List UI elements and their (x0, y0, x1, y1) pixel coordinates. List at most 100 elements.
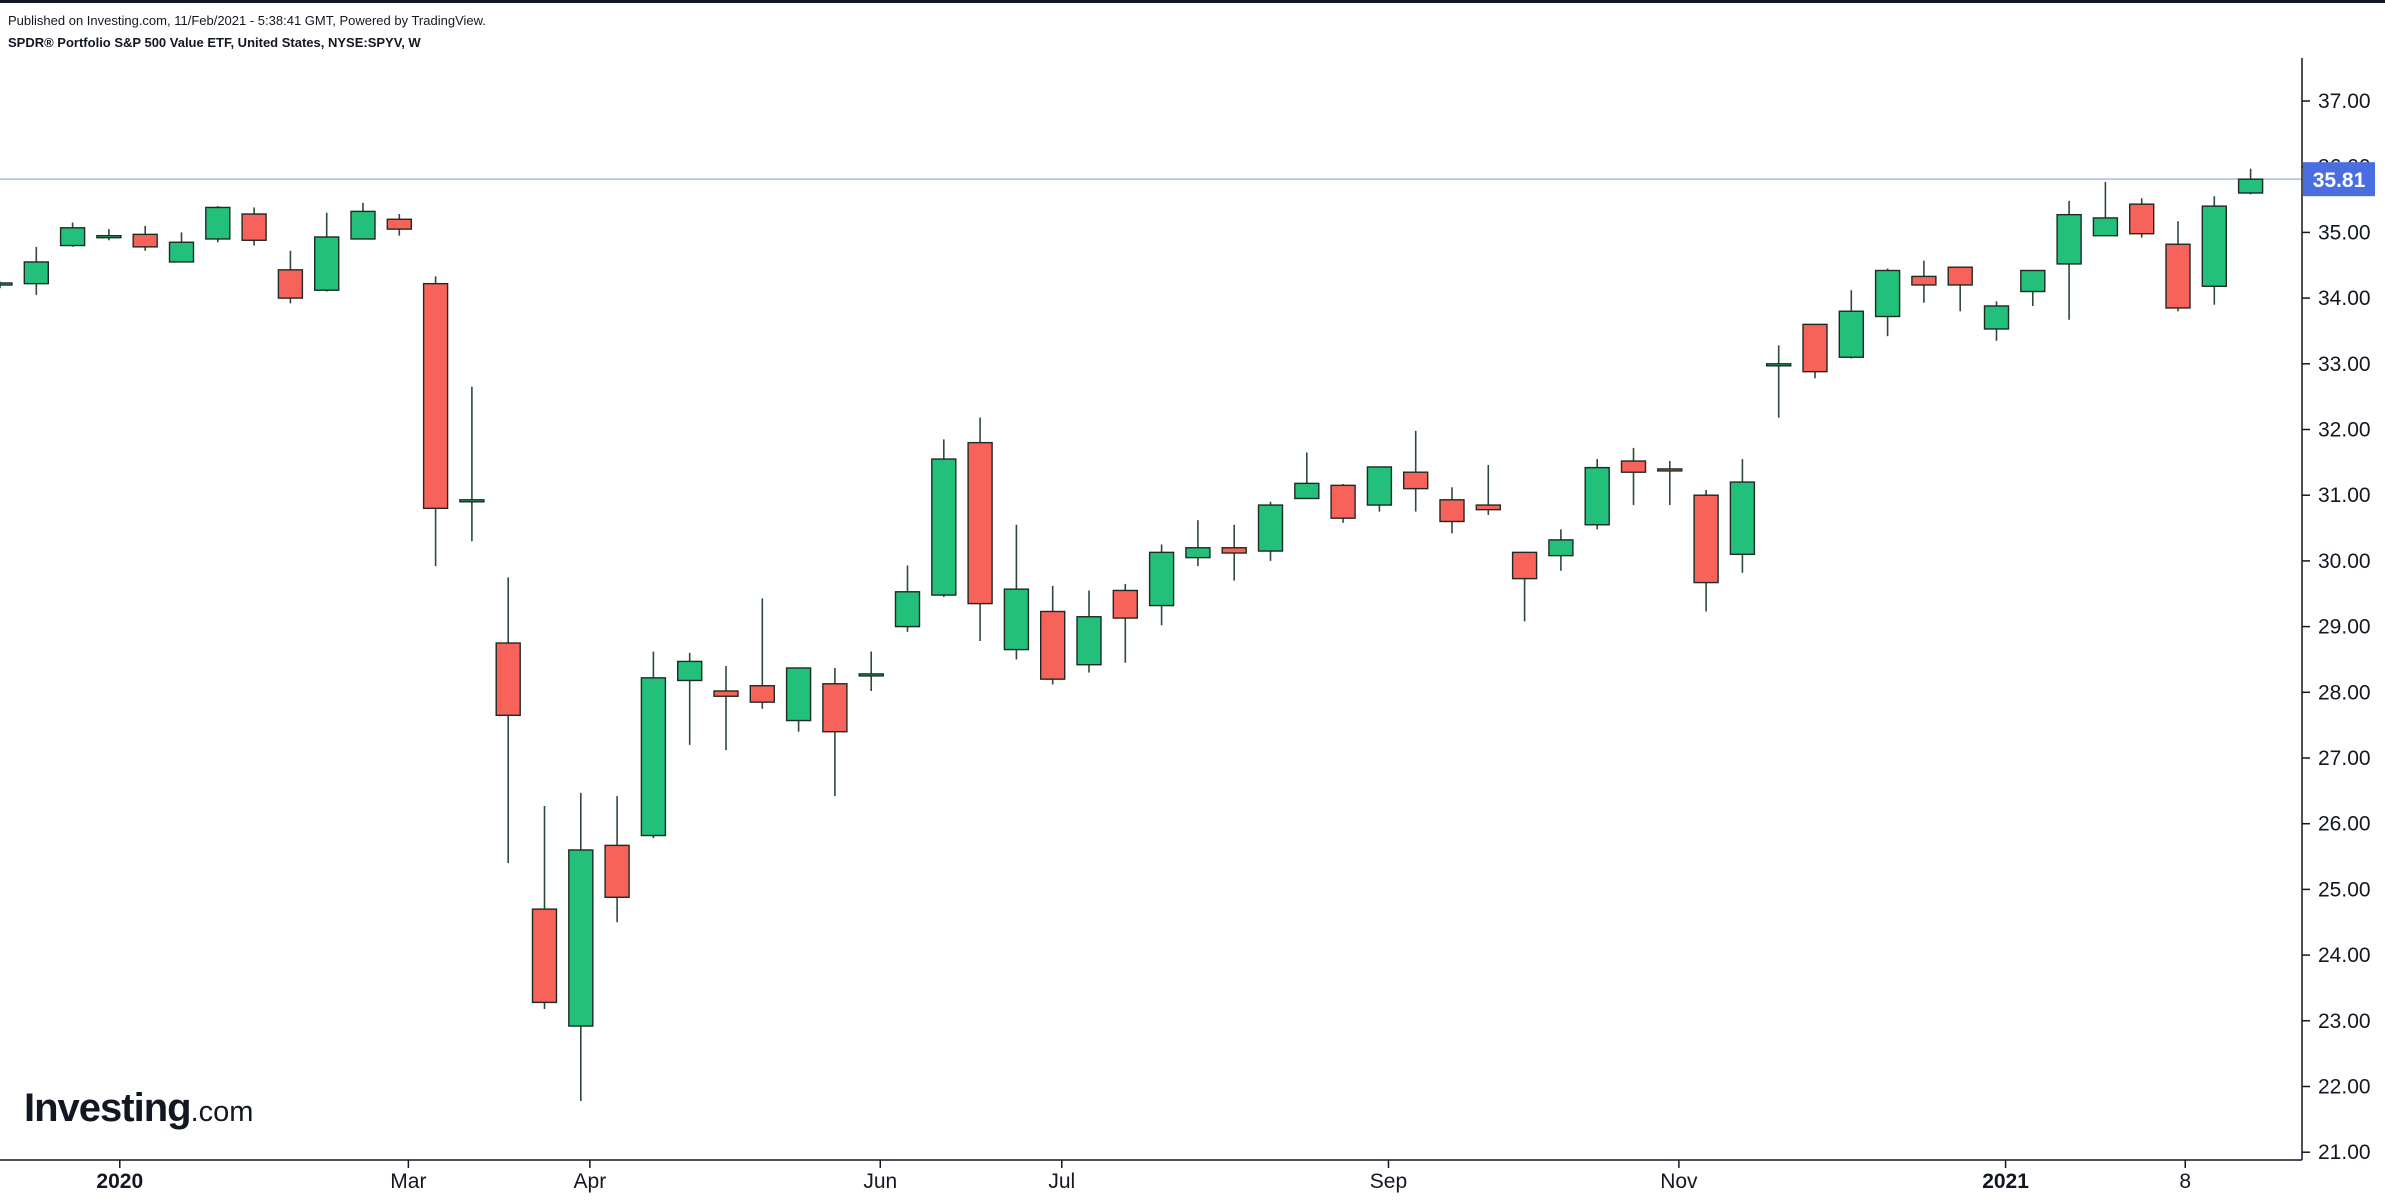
candle[interactable] (1548, 529, 1574, 571)
candle[interactable] (1983, 301, 2010, 341)
x-tick-label: Sep (1370, 1170, 1407, 1193)
candle[interactable] (132, 225, 158, 251)
candle[interactable] (495, 577, 521, 864)
candle[interactable] (1003, 524, 1030, 660)
candle-body-up (2201, 205, 2228, 287)
candle-body-down (1439, 499, 1465, 523)
candle[interactable] (1475, 464, 1502, 515)
candle-body-up (785, 667, 812, 722)
candle[interactable] (1039, 585, 1066, 685)
candle[interactable] (858, 651, 884, 691)
candle[interactable] (1765, 345, 1792, 418)
candle-body-up (640, 677, 667, 837)
y-tick-label: 22.00 (2318, 1076, 2371, 1099)
candle-body-up (1294, 482, 1320, 500)
candle[interactable] (713, 666, 739, 751)
candle[interactable] (531, 805, 558, 1009)
candle[interactable] (1947, 266, 1973, 312)
candle-body-up (1765, 363, 1792, 367)
candle[interactable] (386, 214, 412, 236)
candle-body-down (531, 908, 558, 1004)
candle-body-up (23, 261, 49, 285)
candle[interactable] (2092, 181, 2119, 237)
candle[interactable] (2056, 200, 2082, 320)
y-tick-label: 33.00 (2318, 353, 2371, 376)
candle[interactable] (422, 276, 449, 567)
candle[interactable] (1584, 459, 1610, 530)
symbol-title: SPDR® Portfolio S&P 500 Value ETF, Unite… (8, 35, 421, 50)
candle[interactable] (1729, 459, 1756, 573)
candle[interactable] (1693, 489, 1719, 612)
candle-body-up (894, 591, 921, 628)
last-price-badge-layer: 35.81 (2303, 162, 2375, 197)
candle[interactable] (1294, 452, 1320, 500)
candle[interactable] (2128, 198, 2155, 238)
candle[interactable] (1511, 551, 1538, 622)
candle[interactable] (1439, 487, 1465, 534)
y-tick-label: 24.00 (2318, 944, 2371, 967)
candle[interactable] (96, 229, 122, 241)
candle-body-up (1838, 310, 1865, 358)
candle[interactable] (168, 232, 195, 263)
candle[interactable] (1874, 268, 1901, 337)
candle-body-down (422, 282, 449, 510)
candle-body-down (1620, 460, 1647, 473)
candle[interactable] (640, 651, 667, 839)
candle[interactable] (785, 667, 812, 732)
candle-body-up (1366, 466, 1393, 506)
candle[interactable] (1148, 544, 1175, 626)
candle[interactable] (2020, 269, 2046, 306)
candle-body-up (350, 210, 376, 240)
top-border-line (0, 0, 2385, 3)
candle-body-up (1874, 269, 1901, 318)
candle[interactable] (604, 796, 630, 923)
candle[interactable] (1657, 461, 1683, 506)
candle[interactable] (1911, 260, 1937, 303)
candle-body-down (967, 441, 993, 605)
candle-body-down (1802, 323, 1828, 373)
candle-body-down (2128, 203, 2155, 235)
candle[interactable] (205, 206, 231, 243)
candle[interactable] (677, 652, 703, 745)
candle[interactable] (822, 667, 848, 797)
candle[interactable] (1257, 501, 1284, 561)
candle-body-up (1003, 588, 1030, 651)
candle[interactable] (894, 565, 921, 632)
candle[interactable] (1112, 583, 1139, 663)
candle[interactable] (23, 246, 49, 295)
y-tick-label: 21.00 (2318, 1141, 2371, 1164)
candle[interactable] (1802, 323, 1828, 379)
candle[interactable] (59, 222, 86, 247)
candle[interactable] (1838, 290, 1865, 359)
candle-body-down (749, 685, 775, 703)
candle-body-up (858, 673, 884, 677)
candle[interactable] (749, 598, 775, 709)
candle[interactable] (2201, 196, 2228, 305)
candle[interactable] (568, 792, 594, 1101)
candle[interactable] (314, 212, 340, 292)
candle[interactable] (1402, 430, 1429, 512)
candle[interactable] (1330, 484, 1356, 523)
logo-wordmark: Investing (24, 1086, 192, 1130)
x-tick-label: Jun (863, 1170, 897, 1193)
candle[interactable] (1076, 590, 1102, 673)
candle[interactable] (277, 250, 304, 304)
candle[interactable] (2237, 168, 2264, 195)
x-tick-label: Apr (574, 1170, 607, 1193)
axis-layer: 21.00 22.00 23.00 24.00 25.00 26.00 27.00 28.00… (0, 58, 2371, 1193)
candle[interactable] (931, 439, 957, 598)
candle[interactable] (2165, 221, 2191, 312)
candle-body-down (386, 218, 412, 230)
candle[interactable] (350, 202, 376, 240)
candle[interactable] (1221, 524, 1247, 581)
candle-body-up (96, 234, 122, 239)
candle[interactable] (459, 386, 485, 542)
candle[interactable] (1185, 520, 1211, 567)
candle[interactable] (0, 281, 13, 289)
candle[interactable] (1620, 447, 1647, 506)
candle-body-down (495, 642, 521, 716)
candle[interactable] (1366, 466, 1393, 512)
candle[interactable] (967, 417, 993, 642)
candle[interactable] (241, 207, 267, 246)
